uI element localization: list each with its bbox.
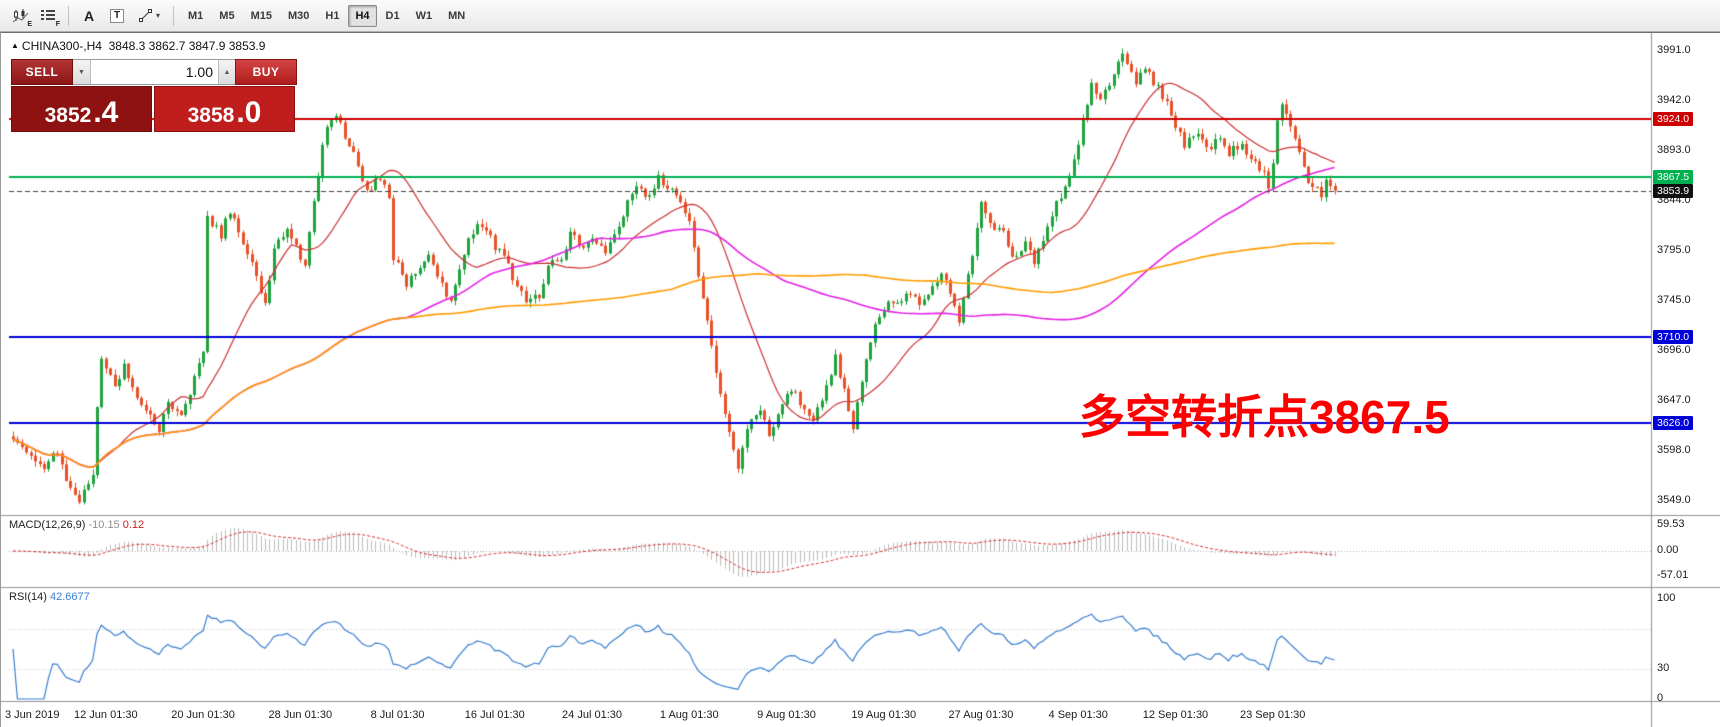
- buy-price-fraction: .0: [236, 96, 262, 129]
- timeframe-button-H1[interactable]: H1: [325, 9, 340, 22]
- time-axis-label: 1 Aug 01:30: [659, 709, 719, 721]
- textbox-tool-icon: T: [109, 8, 125, 23]
- timeframe-button-M1[interactable]: M1: [188, 9, 204, 22]
- candlestick-chart-canvas[interactable]: [1, 33, 1720, 727]
- macd-axis-label: 59.53: [1657, 518, 1685, 530]
- timeframe-button-M15[interactable]: M15: [250, 9, 272, 22]
- price-axis-label: 3598.0: [1657, 444, 1691, 457]
- textbox-tool-button[interactable]: T: [103, 4, 131, 28]
- price-axis-label: 3745.0: [1657, 294, 1691, 307]
- list-tool-icon: [41, 9, 55, 20]
- volume-dropdown-icon[interactable]: ▼: [73, 60, 91, 84]
- time-axis-label: 12 Jun 01:30: [74, 709, 138, 721]
- chart-window: ▲ CHINA300-,H4 3848.3 3862.7 3847.9 3853.…: [0, 32, 1720, 727]
- price-axis-label: 3696.0: [1657, 344, 1691, 357]
- rsi-indicator-label: RSI(14) 42.6677: [9, 591, 90, 603]
- macd-indicator-label: MACD(12,26,9) -10.15 0.12: [9, 519, 145, 531]
- hline-price-tag: 3626.0: [1653, 415, 1694, 430]
- candlestick-tool-button[interactable]: E: [6, 4, 34, 28]
- timeframe-button-H4[interactable]: H4: [348, 4, 377, 27]
- hline-price-tag: 3710.0: [1653, 330, 1694, 345]
- sell-price-main: 3852: [44, 104, 92, 127]
- symbol-timeframe-label: CHINA300-,H4: [21, 39, 102, 53]
- time-axis-label: 12 Sep 01:30: [1142, 709, 1209, 721]
- time-axis-label: 3 Jun 2019: [5, 709, 60, 721]
- buy-button[interactable]: BUY: [235, 59, 297, 85]
- toolbar-separator: [173, 5, 174, 26]
- rsi-axis-label: 30: [1657, 662, 1670, 674]
- chevron-down-icon: ▾: [155, 11, 160, 20]
- sell-price-panel[interactable]: 3852 .4: [11, 86, 152, 132]
- rsi-value: 42.6677: [49, 591, 90, 603]
- tool-sub-label: F: [55, 20, 60, 28]
- timeframe-button-group: M1 M5 M15 M30 H1 H4 D1 W1 MN: [180, 4, 473, 27]
- volume-increase-icon[interactable]: ▲: [218, 60, 235, 84]
- price-axis-label: 3549.0: [1657, 494, 1691, 506]
- buy-price-panel[interactable]: 3858 .0: [154, 86, 295, 132]
- text-tool-icon: A: [83, 7, 95, 24]
- time-axis-label: 20 Jun 01:30: [171, 709, 235, 721]
- toolbar: E F A T ▾ M1 M5 M15 M30 H1 H4 D1 W1 MN: [0, 0, 1720, 32]
- time-axis-label: 24 Jul 01:30: [562, 709, 622, 721]
- macd-signal-value: 0.12: [122, 519, 145, 531]
- one-click-trading-widget: SELL ▼ 1.00 ▲ BUY 3852 .4 3858 .0: [11, 59, 297, 132]
- price-axis-label: 3647.0: [1657, 394, 1691, 407]
- time-axis-label: 23 Sep 01:30: [1239, 709, 1306, 721]
- sell-button[interactable]: SELL: [11, 59, 73, 85]
- timeframe-button-M5[interactable]: M5: [219, 9, 235, 22]
- timeframe-button-MN[interactable]: MN: [448, 9, 466, 22]
- list-tool-button[interactable]: F: [34, 4, 62, 28]
- chart-header: ▲ CHINA300-,H4 3848.3 3862.7 3847.9 3853.…: [11, 39, 265, 53]
- hline-price-tag: 3924.0: [1653, 112, 1694, 127]
- toolbar-separator: [68, 5, 69, 26]
- time-axis-label: 8 Jul 01:30: [370, 709, 425, 721]
- ohlc-values: 3848.3 3862.7 3847.9 3853.9: [108, 39, 266, 53]
- price-axis-label: 3942.0: [1657, 93, 1691, 106]
- rsi-axis-label: 0: [1657, 692, 1664, 704]
- time-axis-label: 19 Aug 01:30: [851, 709, 917, 721]
- collapse-icon[interactable]: ▲: [11, 41, 19, 50]
- price-axis-label: 3795.0: [1657, 243, 1691, 256]
- hline-price-tag: 3853.9: [1653, 183, 1694, 198]
- price-axis-label: 3893.0: [1657, 143, 1691, 156]
- macd-axis-label: -57.01: [1657, 568, 1689, 581]
- trendline-tool-icon: [138, 8, 152, 22]
- time-axis-label: 4 Sep 01:30: [1048, 709, 1108, 721]
- chart-text-annotation: 多空转折点3867.5: [1079, 391, 1450, 443]
- macd-axis-label: 0.00: [1657, 544, 1679, 556]
- text-tool-button[interactable]: A: [75, 4, 103, 28]
- macd-main-value: -10.15: [88, 519, 120, 531]
- price-axis-label: 3991.0: [1657, 44, 1691, 56]
- time-axis-label: 9 Aug 01:30: [757, 709, 816, 721]
- hline-price-tag: 3867.5: [1653, 169, 1694, 184]
- sell-price-fraction: .4: [93, 96, 119, 129]
- time-axis-label: 28 Jun 01:30: [268, 709, 333, 721]
- timeframe-button-M30[interactable]: M30: [287, 9, 310, 22]
- tool-sub-label: E: [27, 20, 32, 28]
- volume-input[interactable]: 1.00: [185, 64, 213, 80]
- time-axis-label: 27 Aug 01:30: [948, 709, 1014, 721]
- volume-field: ▼ 1.00 ▲: [73, 59, 235, 85]
- timeframe-button-W1[interactable]: W1: [415, 9, 433, 22]
- draw-tool-button[interactable]: ▾: [131, 4, 167, 28]
- buy-price-main: 3858: [187, 104, 235, 127]
- candlestick-tool-icon: [12, 8, 28, 22]
- time-axis-label: 16 Jul 01:30: [464, 709, 525, 721]
- timeframe-button-D1[interactable]: D1: [385, 9, 400, 22]
- rsi-axis-label: 100: [1657, 592, 1676, 604]
